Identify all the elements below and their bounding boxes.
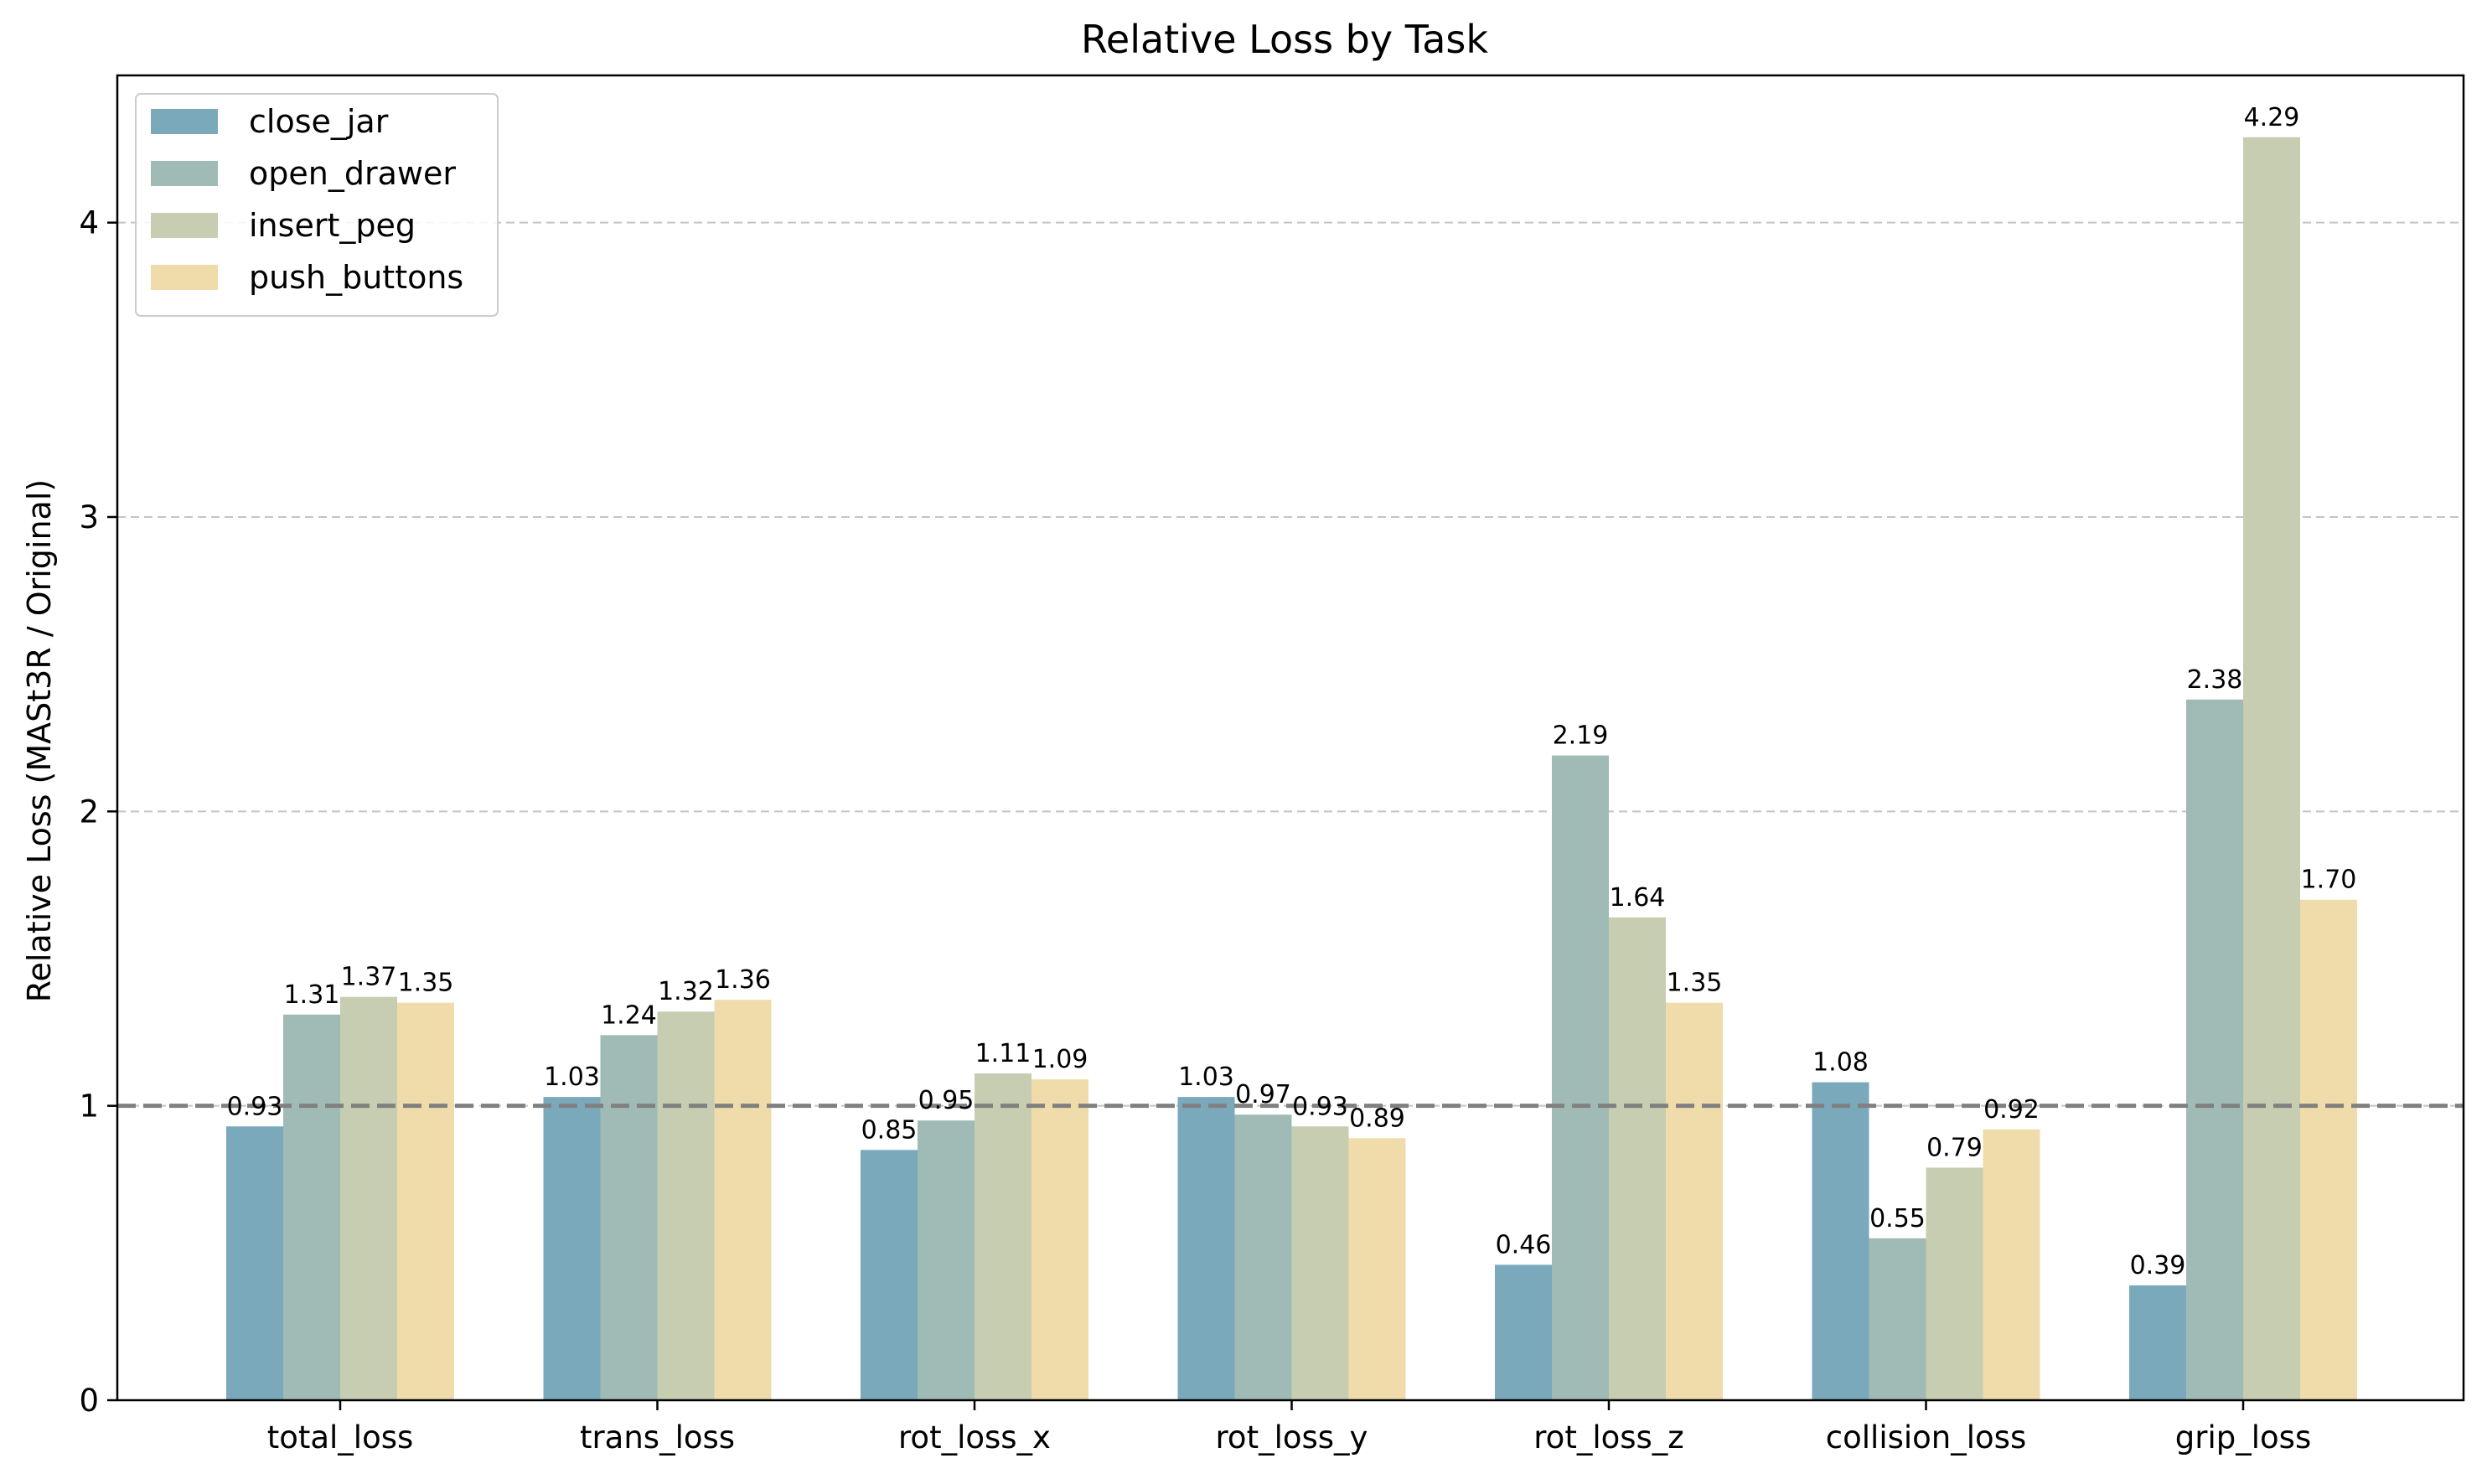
- bar-insert_peg-collision_loss: [1926, 1167, 1983, 1400]
- plot-frame: [116, 74, 2465, 1402]
- data-label: 1.08: [1812, 1048, 1869, 1078]
- bar-insert_peg-rot_loss_z: [1609, 917, 1666, 1400]
- bar-push_buttons-collision_loss: [1983, 1129, 2040, 1400]
- legend-swatch-open_drawer: [151, 161, 218, 186]
- axes: 0 1 2 3 4 total_loss trans_loss rot_loss_x rot_l…: [79, 74, 2465, 1456]
- legend-swatch-push_buttons: [151, 265, 218, 290]
- bar-insert_peg-trans_loss: [657, 1011, 715, 1400]
- bar-close_jar-grip_loss: [2129, 1285, 2186, 1400]
- data-label: 1.31: [284, 980, 340, 1010]
- data-label: 0.79: [1926, 1133, 1983, 1162]
- bar-push_buttons-grip_loss: [2300, 899, 2357, 1400]
- chart-title: Relative Loss by Task: [1081, 17, 1488, 62]
- x-tick-label: rot_loss_y: [1216, 1419, 1368, 1456]
- data-label: 1.37: [341, 963, 397, 992]
- data-label: 1.03: [544, 1063, 600, 1092]
- data-label: 4.29: [2244, 103, 2300, 132]
- x-tick-label: collision_loss: [1826, 1419, 2026, 1456]
- bar-insert_peg-grip_loss: [2243, 137, 2300, 1400]
- bar-open_drawer-rot_loss_x: [918, 1120, 975, 1400]
- bar-open_drawer-rot_loss_y: [1234, 1114, 1292, 1400]
- bar-insert_peg-rot_loss_y: [1291, 1126, 1349, 1400]
- bar-close_jar-total_loss: [226, 1126, 283, 1400]
- data-label: 0.39: [2130, 1251, 2186, 1280]
- legend-label: push_buttons: [249, 259, 463, 296]
- x-tick-label: trans_loss: [580, 1419, 735, 1456]
- x-tick-label: rot_loss_x: [898, 1419, 1051, 1456]
- bar-open_drawer-collision_loss: [1869, 1238, 1926, 1400]
- data-label: 1.03: [1178, 1063, 1234, 1092]
- data-label: 1.70: [2301, 866, 2357, 895]
- data-label: 0.55: [1869, 1204, 1926, 1233]
- data-label: 1.32: [658, 977, 714, 1006]
- y-tick-label: 4: [79, 205, 99, 241]
- bar-open_drawer-rot_loss_z: [1552, 755, 1609, 1400]
- bar-open_drawer-trans_loss: [600, 1035, 658, 1400]
- data-label: 1.09: [1032, 1045, 1088, 1074]
- data-label: 1.24: [601, 1001, 657, 1030]
- legend-label: insert_peg: [249, 207, 416, 244]
- data-label: 0.85: [861, 1115, 918, 1145]
- legend-label: open_drawer: [249, 155, 456, 192]
- data-label: 1.11: [975, 1039, 1032, 1068]
- x-tick-label: rot_loss_z: [1533, 1419, 1683, 1456]
- y-axis-title: Relative Loss (MASt3R / Original): [21, 479, 58, 1002]
- legend-box: [135, 93, 499, 317]
- data-label: 0.89: [1349, 1104, 1405, 1133]
- bar-close_jar-rot_loss_y: [1177, 1097, 1235, 1400]
- bars: [226, 137, 2357, 1400]
- data-label: 1.35: [1667, 969, 1723, 998]
- legend-label: close_jar: [249, 103, 389, 140]
- data-label: 0.92: [1983, 1095, 2040, 1125]
- bar-push_buttons-trans_loss: [714, 1000, 772, 1400]
- data-label: 2.19: [1553, 721, 1609, 751]
- data-label: 0.93: [1292, 1092, 1348, 1121]
- data-label: 0.93: [227, 1092, 283, 1121]
- bar-close_jar-rot_loss_x: [861, 1150, 918, 1400]
- y-tick-label: 0: [79, 1383, 99, 1419]
- bar-close_jar-trans_loss: [543, 1097, 601, 1400]
- data-label: 1.36: [715, 965, 771, 995]
- bar-push_buttons-rot_loss_z: [1666, 1002, 1723, 1400]
- data-label: 0.46: [1496, 1230, 1552, 1259]
- data-label: 1.35: [398, 969, 454, 998]
- legend[interactable]: close_jar open_drawer insert_peg push_butto…: [135, 93, 499, 317]
- data-label: 0.95: [918, 1086, 975, 1115]
- x-tick-label: total_loss: [267, 1419, 414, 1456]
- bar-push_buttons-rot_loss_x: [1032, 1079, 1088, 1400]
- y-tick-label: 3: [79, 499, 99, 535]
- bar-push_buttons-total_loss: [397, 1002, 454, 1400]
- legend-swatch-close_jar: [151, 109, 218, 134]
- x-tick-label: grip_loss: [2175, 1419, 2311, 1456]
- data-label: 0.97: [1235, 1080, 1291, 1109]
- bar-open_drawer-total_loss: [283, 1014, 340, 1400]
- bar-open_drawer-grip_loss: [2186, 699, 2243, 1400]
- bar-push_buttons-rot_loss_y: [1348, 1138, 1406, 1400]
- data-label: 1.64: [1610, 883, 1666, 913]
- y-tick-label: 1: [79, 1088, 99, 1125]
- data-labels: 0.93 1.03 0.85 1.03 0.46 1.08 0.39 1.31 1.24 0.95…: [227, 103, 2357, 1280]
- data-label: 2.38: [2187, 665, 2243, 695]
- bar-close_jar-collision_loss: [1812, 1082, 1869, 1400]
- bar-insert_peg-total_loss: [340, 996, 397, 1400]
- bar-close_jar-rot_loss_z: [1495, 1264, 1552, 1400]
- y-tick-label: 2: [79, 794, 99, 830]
- bar-insert_peg-rot_loss_x: [975, 1073, 1032, 1400]
- legend-swatch-insert_peg: [151, 213, 218, 238]
